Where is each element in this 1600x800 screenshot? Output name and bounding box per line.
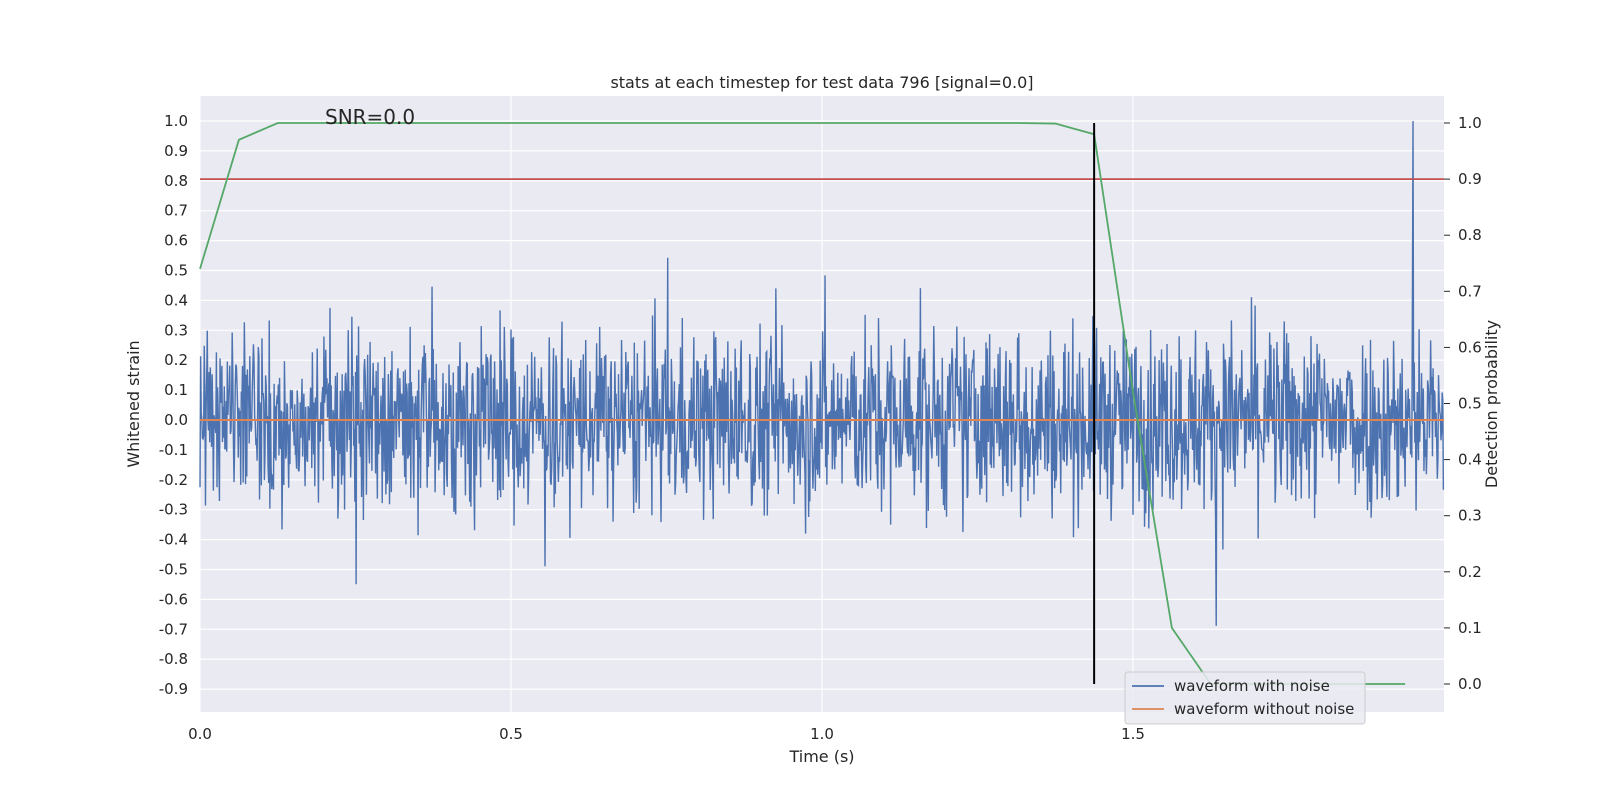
x-tick-label: 0.0 <box>188 725 212 743</box>
y-tick-label: -0.3 <box>159 501 188 519</box>
legend: waveform with noise waveform without noi… <box>1124 671 1366 725</box>
legend-label-noise: waveform with noise <box>1174 677 1330 695</box>
tick-labels: 1.0 0.9 0.8 0.7 0.6 0.5 0.4 0.3 0.2 0.1 0.0 -0.1 -0.… <box>159 112 1482 743</box>
x-tick-label: 0.5 <box>499 725 523 743</box>
y2-tick-label: 0.8 <box>1458 226 1482 244</box>
y-tick-label: 1.0 <box>164 112 188 130</box>
y-axis-label: Whitened strain <box>124 340 143 467</box>
y2-tick-label: 1.0 <box>1458 114 1482 132</box>
x-tick-label: 1.0 <box>810 725 834 743</box>
y2-tick-label: 0.3 <box>1458 507 1482 525</box>
y-tick-label: 0.2 <box>164 351 188 369</box>
y2-axis-label: Detection probability <box>1482 320 1501 488</box>
y2-tick-label: 0.5 <box>1458 395 1482 413</box>
y-tick-label: 0.8 <box>164 172 188 190</box>
series-waveform-with-noise <box>199 120 1445 626</box>
y-tick-label: 0.3 <box>164 321 188 339</box>
y-tick-label: -0.5 <box>159 561 188 579</box>
y-tick-label: -0.1 <box>159 441 188 459</box>
y-tick-label: 0.4 <box>164 291 188 309</box>
y-tick-label: -0.4 <box>159 531 188 549</box>
y-tick-label: 0.1 <box>164 381 188 399</box>
y2-tick-label: 0.4 <box>1458 451 1482 469</box>
legend-label-clean: waveform without noise <box>1174 700 1354 718</box>
x-tick-label: 1.5 <box>1121 725 1145 743</box>
y-tick-label: -0.9 <box>159 680 188 698</box>
y-tick-label: 0.9 <box>164 142 188 160</box>
y2-tick-label: 0.2 <box>1458 563 1482 581</box>
y-tick-label: 0.0 <box>164 411 188 429</box>
y2-tick-label: 0.9 <box>1458 170 1482 188</box>
chart-title: stats at each timestep for test data 796… <box>610 73 1033 92</box>
legend-box <box>1124 671 1366 725</box>
y2-tick-label: 0.7 <box>1458 282 1482 300</box>
y-tick-label: 0.7 <box>164 202 188 220</box>
y-tick-label: -0.6 <box>159 590 188 608</box>
y-tick-label: -0.7 <box>159 620 188 638</box>
y2-tick-label: 0.6 <box>1458 338 1482 356</box>
x-axis-label: Time (s) <box>788 747 854 766</box>
y2-tick-label: 0.0 <box>1458 675 1482 693</box>
y-tick-label: 0.6 <box>164 232 188 250</box>
y-tick-label: 0.5 <box>164 262 188 280</box>
y-tick-label: -0.8 <box>159 650 188 668</box>
y-tick-label: -0.2 <box>159 471 188 489</box>
y2-tick-label: 0.1 <box>1458 619 1482 637</box>
snr-annotation: SNR=0.0 <box>325 105 415 129</box>
